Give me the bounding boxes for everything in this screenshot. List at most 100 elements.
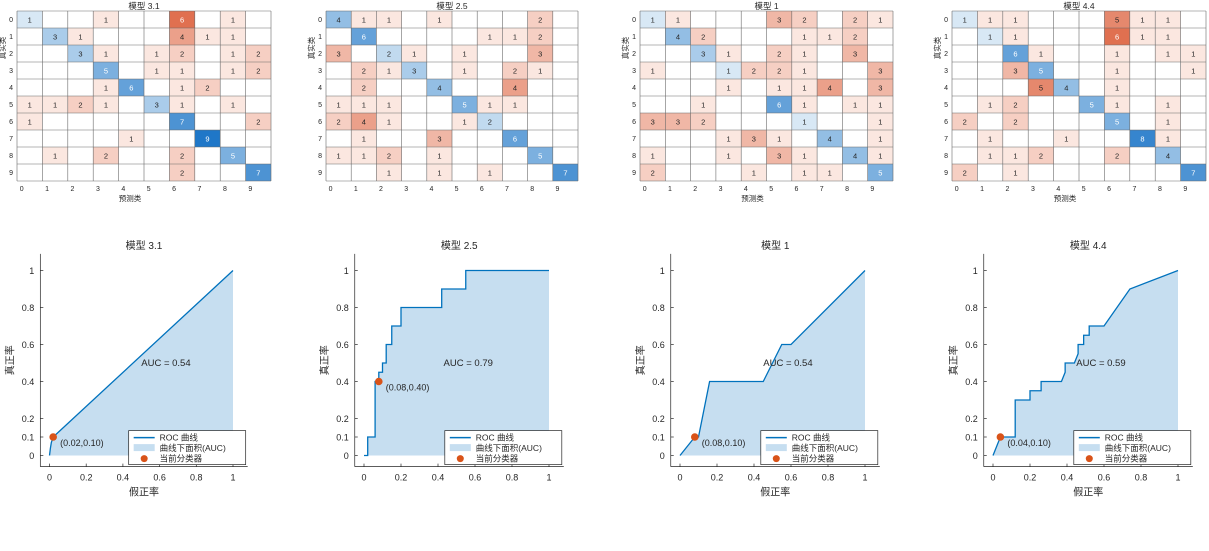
cm-cell <box>452 96 478 113</box>
cm-cell <box>502 96 528 113</box>
cm-cell-value: 2 <box>180 169 184 178</box>
cm-cell-value: 2 <box>701 118 705 127</box>
cm-cell-value: 1 <box>387 118 391 127</box>
cm-cell <box>169 147 195 164</box>
cm-cell <box>791 45 818 62</box>
cm-cell-value: 1 <box>104 101 108 110</box>
y-tick-label: 0 <box>344 451 349 461</box>
cm-cell-value: 4 <box>1064 84 1068 93</box>
cm-cell <box>452 113 478 130</box>
cm-cell <box>220 28 246 45</box>
cm-cell-value: 1 <box>1013 33 1017 42</box>
legend-label-roc: ROC 曲线 <box>476 433 515 443</box>
legend-label-auc: 曲线下面积(AUC) <box>1105 443 1171 453</box>
cm-cell-value: 1 <box>651 16 655 25</box>
cm-cell-value: 1 <box>1191 50 1195 59</box>
cm-y-tick: 1 <box>632 34 636 41</box>
cm-cell-value: 3 <box>853 50 857 59</box>
cm-cell-value: 1 <box>28 118 32 127</box>
cm-cell <box>527 28 553 45</box>
roc-title: 模型 2.5 <box>441 239 478 252</box>
cm-y-tick: 1 <box>944 34 948 41</box>
cm-cell <box>376 11 402 28</box>
cm-cell-value: 5 <box>1115 118 1119 127</box>
cm-cell-value: 1 <box>988 152 992 161</box>
cm-cell-value: 1 <box>1115 84 1119 93</box>
cm-cell <box>1155 130 1181 147</box>
cm-cell <box>376 147 402 164</box>
cm-x-tick: 0 <box>643 186 647 193</box>
cm-y-tick: 7 <box>944 136 948 143</box>
cm-cell <box>1028 147 1054 164</box>
y-tick-label: 0.4 <box>652 377 665 387</box>
roc-title: 模型 1 <box>761 239 790 252</box>
cm-cell-value: 1 <box>752 169 756 178</box>
cm-x-tick: 6 <box>172 186 176 193</box>
cm-cell-value: 2 <box>362 67 366 76</box>
cm-y-tick: 9 <box>9 170 13 177</box>
roc-chart-4: 模型 4.4 0 0.2 0.4 0.6 0.8 1 0 0.1 0.2 0.4 0.6 0.8 1 假正率… <box>947 239 1193 499</box>
legend-label-point: 当前分类器 <box>476 454 519 464</box>
cm-cell <box>67 28 94 45</box>
cm-cell-value: 1 <box>853 101 857 110</box>
y-tick-label: 0.4 <box>336 377 349 387</box>
cm-cell-value: 1 <box>828 169 832 178</box>
cm-cell-value: 6 <box>362 33 366 42</box>
cm-cell <box>1002 96 1029 113</box>
y-tick-label: 0.6 <box>336 340 349 350</box>
cm-cell <box>426 164 452 181</box>
y-axis-label: 真正率 <box>3 345 16 375</box>
cm-x-tick: 8 <box>1158 186 1162 193</box>
cm-cell-value: 1 <box>180 84 184 93</box>
cm-cell <box>791 28 818 45</box>
cm-title: 模型 1 <box>754 1 778 11</box>
cm-cell <box>1155 45 1181 62</box>
legend-area-swatch <box>449 444 471 452</box>
cm-cell-value: 5 <box>878 169 882 178</box>
cm-cell-value: 3 <box>651 118 655 127</box>
cm-cell <box>867 113 893 130</box>
cm-cell <box>1002 147 1029 164</box>
cm-cell-value: 6 <box>1115 33 1119 42</box>
cm-cell <box>376 62 402 79</box>
cm-cell <box>867 11 893 28</box>
cm-cell <box>690 45 716 62</box>
cm-y-tick: 3 <box>318 68 322 75</box>
cm-x-tick: 3 <box>719 186 723 193</box>
cm-y-tick: 0 <box>9 17 13 24</box>
cm-cell-value: 2 <box>538 33 542 42</box>
cm-cell <box>741 130 767 147</box>
cm-x-tick: 8 <box>223 186 227 193</box>
x-tick-label: 0 <box>677 473 682 483</box>
cm-cell-value: 1 <box>651 67 655 76</box>
cm-cell-value: 6 <box>180 16 184 25</box>
cm-cell <box>93 79 119 96</box>
cm-cell <box>766 130 792 147</box>
legend-label-roc: ROC 曲线 <box>1105 433 1144 443</box>
cm-cell-value: 3 <box>676 118 680 127</box>
cm-x-tick: 5 <box>147 186 151 193</box>
cm-cell-value: 3 <box>777 152 781 161</box>
cm-y-label: 真实类 <box>306 36 316 59</box>
cm-cell-value: 1 <box>1166 118 1170 127</box>
cm-cell-value: 3 <box>155 101 159 110</box>
cm-cell-value: 1 <box>802 118 806 127</box>
cm-cell <box>1155 113 1181 130</box>
cm-cell-value: 1 <box>1064 135 1068 144</box>
cm-cell <box>715 62 742 79</box>
cm-x-tick: 5 <box>1082 186 1086 193</box>
cm-cell-value: 1 <box>437 169 441 178</box>
cm-cell <box>766 11 792 28</box>
cm-cell-value: 6 <box>1013 50 1017 59</box>
cm-cell-value: 1 <box>802 67 806 76</box>
cm-cell <box>169 79 195 96</box>
cm-cell <box>194 28 221 45</box>
x-axis-label: 假正率 <box>760 486 790 499</box>
cm-cell <box>376 164 402 181</box>
cm-cell <box>527 45 553 62</box>
cm-cell <box>326 96 352 113</box>
cm-cell <box>867 130 893 147</box>
cm-title: 模型 2.5 <box>436 1 467 11</box>
